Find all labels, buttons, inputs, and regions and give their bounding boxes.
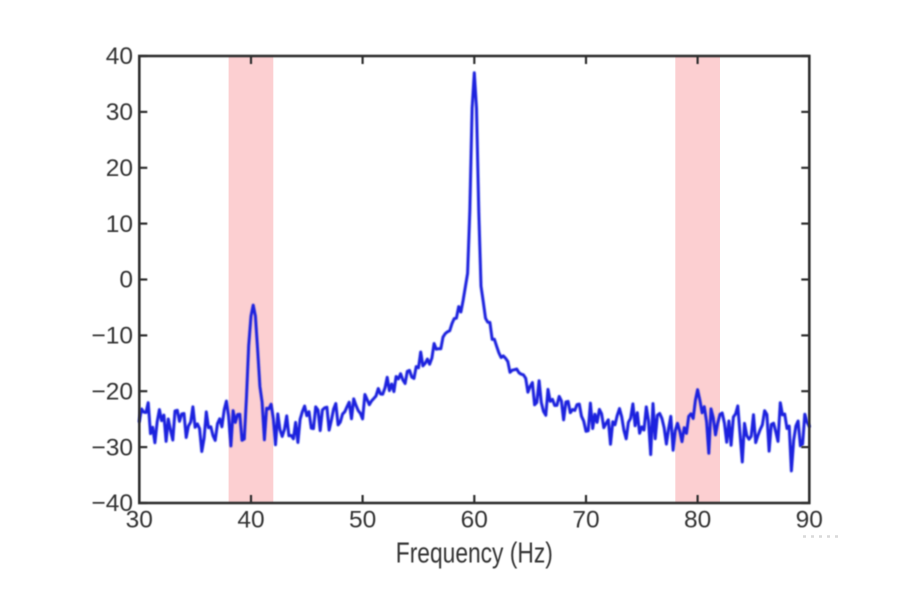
svg-text:80: 80: [684, 507, 711, 534]
svg-text:−30: −30: [91, 434, 133, 461]
svg-text:50: 50: [349, 507, 376, 534]
svg-text:−10: −10: [91, 323, 133, 350]
svg-text:20: 20: [106, 155, 133, 182]
svg-text:10: 10: [106, 211, 133, 238]
svg-text:30: 30: [106, 99, 133, 126]
svg-text:90: 90: [796, 507, 823, 534]
svg-text:Frequency (Hz): Frequency (Hz): [396, 537, 553, 569]
svg-text:−20: −20: [91, 378, 133, 405]
svg-text:70: 70: [572, 507, 599, 534]
svg-text:30: 30: [126, 507, 153, 534]
svg-text:0: 0: [119, 267, 133, 294]
svg-text:−40: −40: [91, 490, 133, 517]
svg-text:40: 40: [106, 43, 133, 70]
svg-text:60: 60: [461, 507, 488, 534]
svg-text:40: 40: [237, 507, 264, 534]
